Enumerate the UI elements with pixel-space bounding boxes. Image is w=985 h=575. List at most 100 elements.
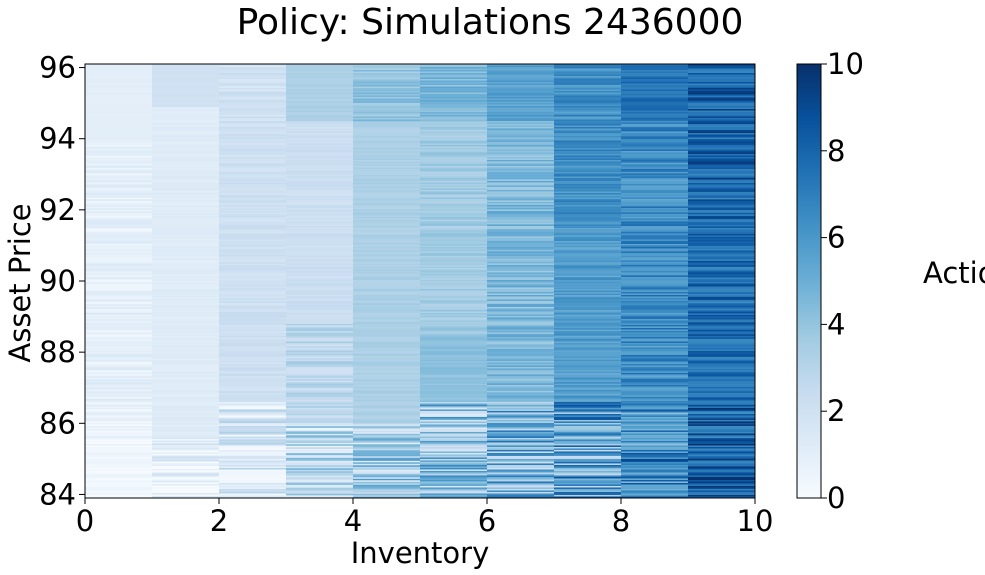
heatmap-cell — [152, 488, 219, 491]
heatmap-cell — [554, 307, 621, 309]
heatmap-cell — [85, 146, 152, 149]
heatmap-cell — [286, 291, 353, 294]
heatmap-cell — [85, 92, 152, 95]
heatmap-cell — [219, 365, 286, 368]
heatmap-cell — [688, 305, 755, 308]
heatmap-cell — [219, 290, 286, 293]
heatmap-cell — [688, 100, 755, 102]
heatmap-cell — [219, 401, 286, 404]
heatmap-cell — [487, 70, 554, 72]
heatmap-cell — [85, 257, 152, 260]
heatmap-cell — [286, 483, 353, 486]
heatmap-cell — [85, 418, 152, 421]
heatmap-cell — [688, 416, 755, 419]
heatmap-cell — [554, 161, 621, 164]
heatmap-cell — [85, 65, 152, 68]
heatmap-cell — [85, 424, 152, 427]
heatmap-cell — [420, 104, 487, 107]
heatmap-cell — [688, 95, 755, 98]
heatmap-cell — [353, 236, 420, 239]
heatmap-cell — [554, 251, 621, 254]
heatmap-cell — [219, 116, 286, 119]
heatmap-cell — [688, 196, 755, 199]
heatmap-cell — [219, 262, 286, 265]
heatmap-cell — [353, 173, 420, 176]
heatmap-cell — [420, 128, 487, 131]
heatmap-cell — [152, 340, 219, 343]
heatmap-cell — [420, 353, 487, 356]
heatmap-cell — [85, 476, 152, 479]
heatmap-cell — [688, 106, 755, 108]
heatmap-cell — [353, 487, 420, 490]
heatmap-cell — [353, 332, 420, 335]
heatmap-cell — [152, 331, 219, 334]
heatmap-cell — [286, 92, 353, 95]
heatmap-cell — [420, 297, 487, 300]
heatmap-cell — [85, 106, 152, 108]
heatmap-cell — [554, 341, 621, 344]
heatmap-cell — [85, 170, 152, 173]
heatmap-cell — [353, 363, 420, 366]
heatmap-cell — [487, 422, 554, 425]
heatmap-cell — [621, 218, 688, 221]
heatmap-cell — [621, 103, 688, 105]
heatmap-cell — [152, 106, 219, 109]
heatmap-cell — [85, 152, 152, 155]
heatmap-cell — [152, 388, 219, 391]
heatmap-cell — [152, 195, 219, 197]
heatmap-cell — [152, 443, 219, 446]
heatmap-cell — [688, 215, 755, 218]
heatmap-cell — [487, 372, 554, 375]
heatmap-cell — [85, 154, 152, 157]
heatmap-cell — [688, 254, 755, 257]
heatmap-cell — [85, 358, 152, 361]
heatmap-cell — [353, 338, 420, 341]
heatmap-cell — [85, 445, 152, 448]
heatmap-cell — [688, 218, 755, 221]
heatmap-cell — [554, 370, 621, 372]
heatmap-cell — [353, 92, 420, 95]
heatmap-cell — [353, 469, 420, 472]
heatmap-cell — [353, 129, 420, 132]
heatmap-cell — [219, 314, 286, 317]
heatmap-cell — [688, 244, 755, 247]
heatmap-cell — [554, 466, 621, 469]
heatmap-cell — [85, 169, 152, 172]
heatmap-cell — [688, 70, 755, 72]
heatmap-cell — [286, 334, 353, 336]
heatmap-cell — [152, 385, 219, 388]
heatmap-cell — [219, 79, 286, 81]
heatmap-cell — [688, 437, 755, 440]
heatmap-cell — [152, 391, 219, 394]
heatmap-cell — [554, 239, 621, 242]
heatmap-cell — [85, 265, 152, 268]
heatmap-cell — [554, 214, 621, 216]
heatmap-cell — [420, 440, 487, 443]
heatmap-cell — [219, 479, 286, 482]
heatmap-cell — [487, 442, 554, 445]
heatmap-cell — [487, 174, 554, 177]
heatmap-cell — [219, 382, 286, 385]
heatmap-cell — [487, 252, 554, 255]
heatmap-cell — [420, 144, 487, 147]
heatmap-cell — [554, 226, 621, 228]
heatmap-cell — [621, 249, 688, 252]
heatmap-cell — [286, 422, 353, 424]
heatmap-cell — [621, 490, 688, 493]
heatmap-cell — [688, 140, 755, 143]
heatmap-cell — [353, 94, 420, 96]
heatmap-cell — [688, 245, 755, 248]
heatmap-cell — [286, 195, 353, 198]
heatmap-cell — [286, 311, 353, 314]
heatmap-cell — [286, 140, 353, 143]
heatmap-cell — [621, 466, 688, 469]
heatmap-cell — [621, 433, 688, 436]
heatmap-cell — [420, 177, 487, 180]
heatmap-cell — [219, 118, 286, 120]
heatmap-cell — [219, 406, 286, 409]
heatmap-cell — [219, 335, 286, 338]
colorbar-tick-label: 0 — [827, 481, 845, 515]
heatmap-cell — [85, 460, 152, 462]
heatmap-cell — [487, 467, 554, 470]
heatmap-cell — [554, 205, 621, 207]
